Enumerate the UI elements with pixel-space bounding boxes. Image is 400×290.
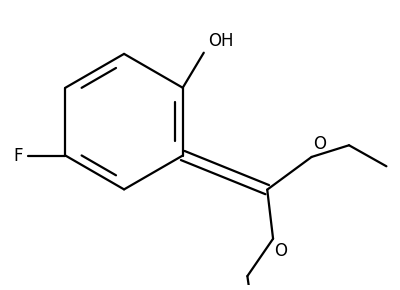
Text: O: O xyxy=(274,242,287,260)
Text: O: O xyxy=(313,135,326,153)
Text: F: F xyxy=(14,146,23,164)
Text: OH: OH xyxy=(208,32,234,50)
